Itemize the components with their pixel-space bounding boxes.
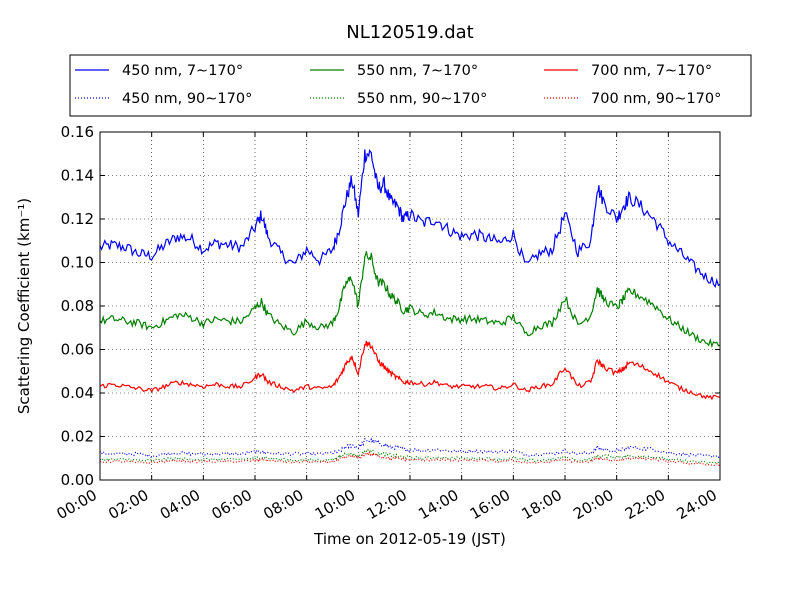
x-tick-label: 12:00: [364, 486, 410, 523]
x-tick-label: 22:00: [622, 486, 668, 523]
y-tick-label: 0.10: [61, 254, 94, 272]
series-line: [99, 251, 721, 349]
series-line: [99, 448, 721, 464]
legend-label: 550 nm, 90∼170°: [357, 91, 487, 107]
y-tick-label: 0.12: [61, 210, 94, 228]
legend-label: 700 nm, 7∼170°: [591, 63, 712, 79]
x-tick-label: 06:00: [209, 486, 255, 523]
series-line: [99, 340, 721, 401]
legend-box: [69, 54, 752, 117]
x-tick-label: 08:00: [260, 486, 306, 523]
y-tick-label: 0.16: [61, 123, 94, 141]
x-tick-label: 20:00: [570, 486, 616, 523]
legend: 450 nm, 7∼170° 550 nm, 7∼170° 700 nm, 7∼17…: [69, 54, 752, 117]
series-line: [99, 437, 721, 459]
x-tick-label: 10:00: [312, 486, 358, 523]
legend-label: 550 nm, 7∼170°: [357, 63, 478, 79]
y-axis-label: Scattering Coefficient (km⁻¹): [15, 198, 33, 414]
y-tick-label: 0.08: [61, 297, 94, 315]
y-tick-label: 0.02: [61, 428, 94, 446]
x-tick-label: 02:00: [105, 486, 151, 523]
x-tick-label: 04:00: [157, 486, 203, 523]
x-tick-label: 24:00: [674, 486, 720, 523]
y-tick-label: 0.00: [61, 471, 94, 489]
chart-title: NL120519.dat: [346, 22, 473, 43]
series-layer: [99, 148, 721, 467]
series-line: [99, 450, 721, 467]
x-tick-label: 16:00: [467, 486, 513, 523]
y-tick-label: 0.06: [61, 341, 94, 359]
y-tick-label: 0.14: [61, 167, 94, 185]
legend-label: 450 nm, 7∼170°: [122, 63, 243, 79]
x-tick-label: 14:00: [415, 486, 461, 523]
x-axis-label: Time on 2012-05-19 (JST): [313, 530, 506, 548]
x-tick-label: 00:00: [54, 486, 100, 523]
series-line: [99, 148, 721, 289]
y-tick-label: 0.04: [61, 384, 94, 402]
legend-label: 700 nm, 90∼170°: [591, 91, 721, 107]
axis-ticks: 0.00 0.02 0.04 0.06 0.08 0.10 0.12 0.14 0.16 00:0…: [54, 123, 721, 523]
legend-label: 450 nm, 90∼170°: [122, 91, 252, 107]
x-tick-label: 18:00: [519, 486, 565, 523]
